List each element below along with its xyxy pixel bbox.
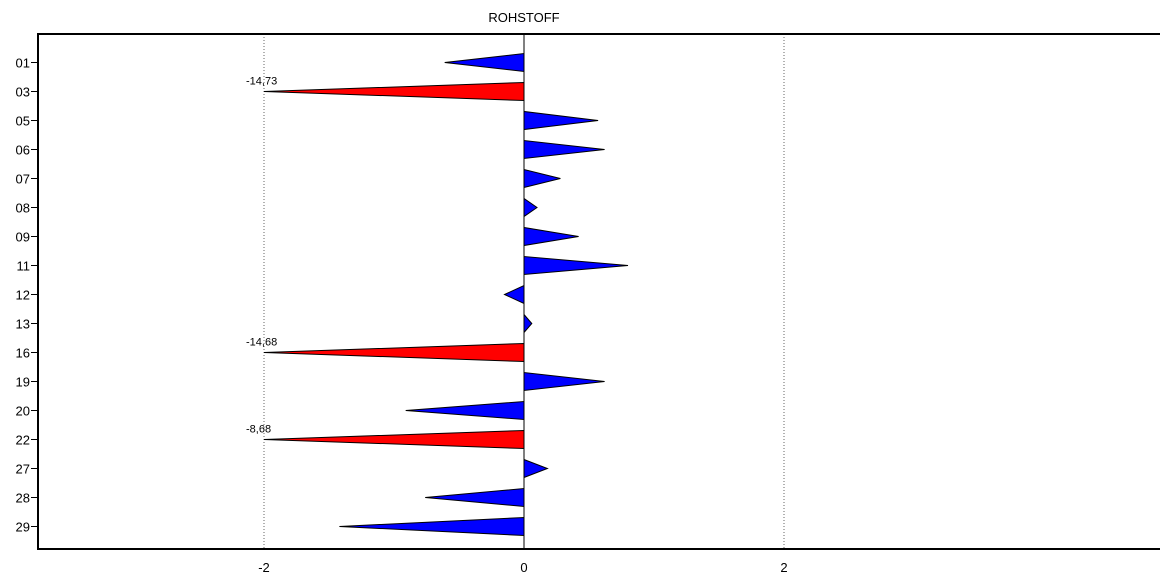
bar-13 xyxy=(523,313,533,334)
bar-05 xyxy=(523,110,599,131)
x-tick-label: 0 xyxy=(520,560,527,575)
x-axis: -2 0 2 xyxy=(258,560,787,575)
y-tick-label: 29 xyxy=(16,520,30,535)
bar-19 xyxy=(523,371,605,392)
bar-29 xyxy=(339,516,525,537)
value-labels: -14,73 -14,68 -8,68 xyxy=(246,76,277,436)
bar-27 xyxy=(523,458,549,479)
data-label: -8,68 xyxy=(246,424,271,436)
data-label: -14,68 xyxy=(246,337,277,349)
bar-09 xyxy=(523,226,579,247)
y-tick-label: 13 xyxy=(16,317,30,332)
bar-22 xyxy=(263,429,525,450)
bar-07 xyxy=(523,168,561,189)
y-tick-label: 05 xyxy=(16,114,30,129)
chart-title: ROHSTOFF xyxy=(488,10,559,25)
bar-11 xyxy=(523,255,629,276)
data-label: -14,73 xyxy=(246,76,277,88)
x-tick-label: -2 xyxy=(258,560,270,575)
y-tick-label: 28 xyxy=(16,491,30,506)
y-tick-label: 12 xyxy=(16,288,30,303)
y-tick-label: 01 xyxy=(16,56,30,71)
y-tick-label: 22 xyxy=(16,433,30,448)
y-tick-label: 07 xyxy=(16,172,30,187)
y-tick-label: 06 xyxy=(16,143,30,158)
y-tick-label: 20 xyxy=(16,404,30,419)
y-tick-label: 03 xyxy=(16,85,30,100)
bar-28 xyxy=(425,487,525,508)
bar-08 xyxy=(523,197,538,218)
y-tick-label: 19 xyxy=(16,375,30,390)
y-tick-label: 27 xyxy=(16,462,30,477)
bar-01 xyxy=(444,52,525,73)
y-tick-label: 11 xyxy=(17,259,31,274)
x-tick-label: 2 xyxy=(780,560,787,575)
y-axis: 01 03 05 06 07 08 09 11 12 13 16 19 20 22 27 28 29 xyxy=(16,56,38,535)
y-tick-label: 16 xyxy=(16,346,30,361)
bar-03 xyxy=(263,81,525,102)
bar-12 xyxy=(503,284,525,305)
y-tick-label: 09 xyxy=(16,230,30,245)
bar-06 xyxy=(523,139,605,160)
plot-frame xyxy=(37,33,1160,550)
bar-20 xyxy=(405,400,525,421)
bars xyxy=(263,52,629,537)
y-tick-label: 08 xyxy=(16,201,30,216)
bar-16 xyxy=(263,342,525,363)
